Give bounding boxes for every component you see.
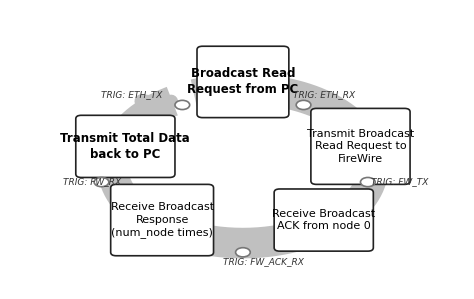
Text: TRIG: ETH_RX: TRIG: ETH_RX (292, 90, 355, 99)
Circle shape (360, 178, 375, 187)
Circle shape (175, 100, 190, 109)
Text: Transmit Broadcast
Read Request to
FireWire: Transmit Broadcast Read Request to FireW… (307, 129, 414, 164)
Circle shape (296, 100, 311, 109)
FancyBboxPatch shape (110, 184, 213, 256)
Circle shape (94, 178, 109, 187)
FancyBboxPatch shape (311, 109, 410, 184)
Text: Transmit Total Data
back to PC: Transmit Total Data back to PC (61, 132, 190, 161)
Text: TRIG: FW_TX: TRIG: FW_TX (372, 178, 429, 187)
FancyBboxPatch shape (197, 46, 289, 118)
Text: TRIG: FW_RX: TRIG: FW_RX (63, 178, 121, 187)
Circle shape (236, 248, 250, 257)
Text: Broadcast Read
Request from PC: Broadcast Read Request from PC (187, 68, 299, 96)
Text: TRIG: FW_ACK_RX: TRIG: FW_ACK_RX (223, 257, 303, 266)
Text: TRIG: ETH_TX: TRIG: ETH_TX (101, 90, 163, 99)
Text: Receive Broadcast
Response
(num_node times): Receive Broadcast Response (num_node tim… (110, 202, 214, 238)
FancyBboxPatch shape (76, 115, 175, 178)
FancyBboxPatch shape (274, 189, 374, 251)
Text: Receive Broadcast
ACK from node 0: Receive Broadcast ACK from node 0 (272, 209, 375, 231)
